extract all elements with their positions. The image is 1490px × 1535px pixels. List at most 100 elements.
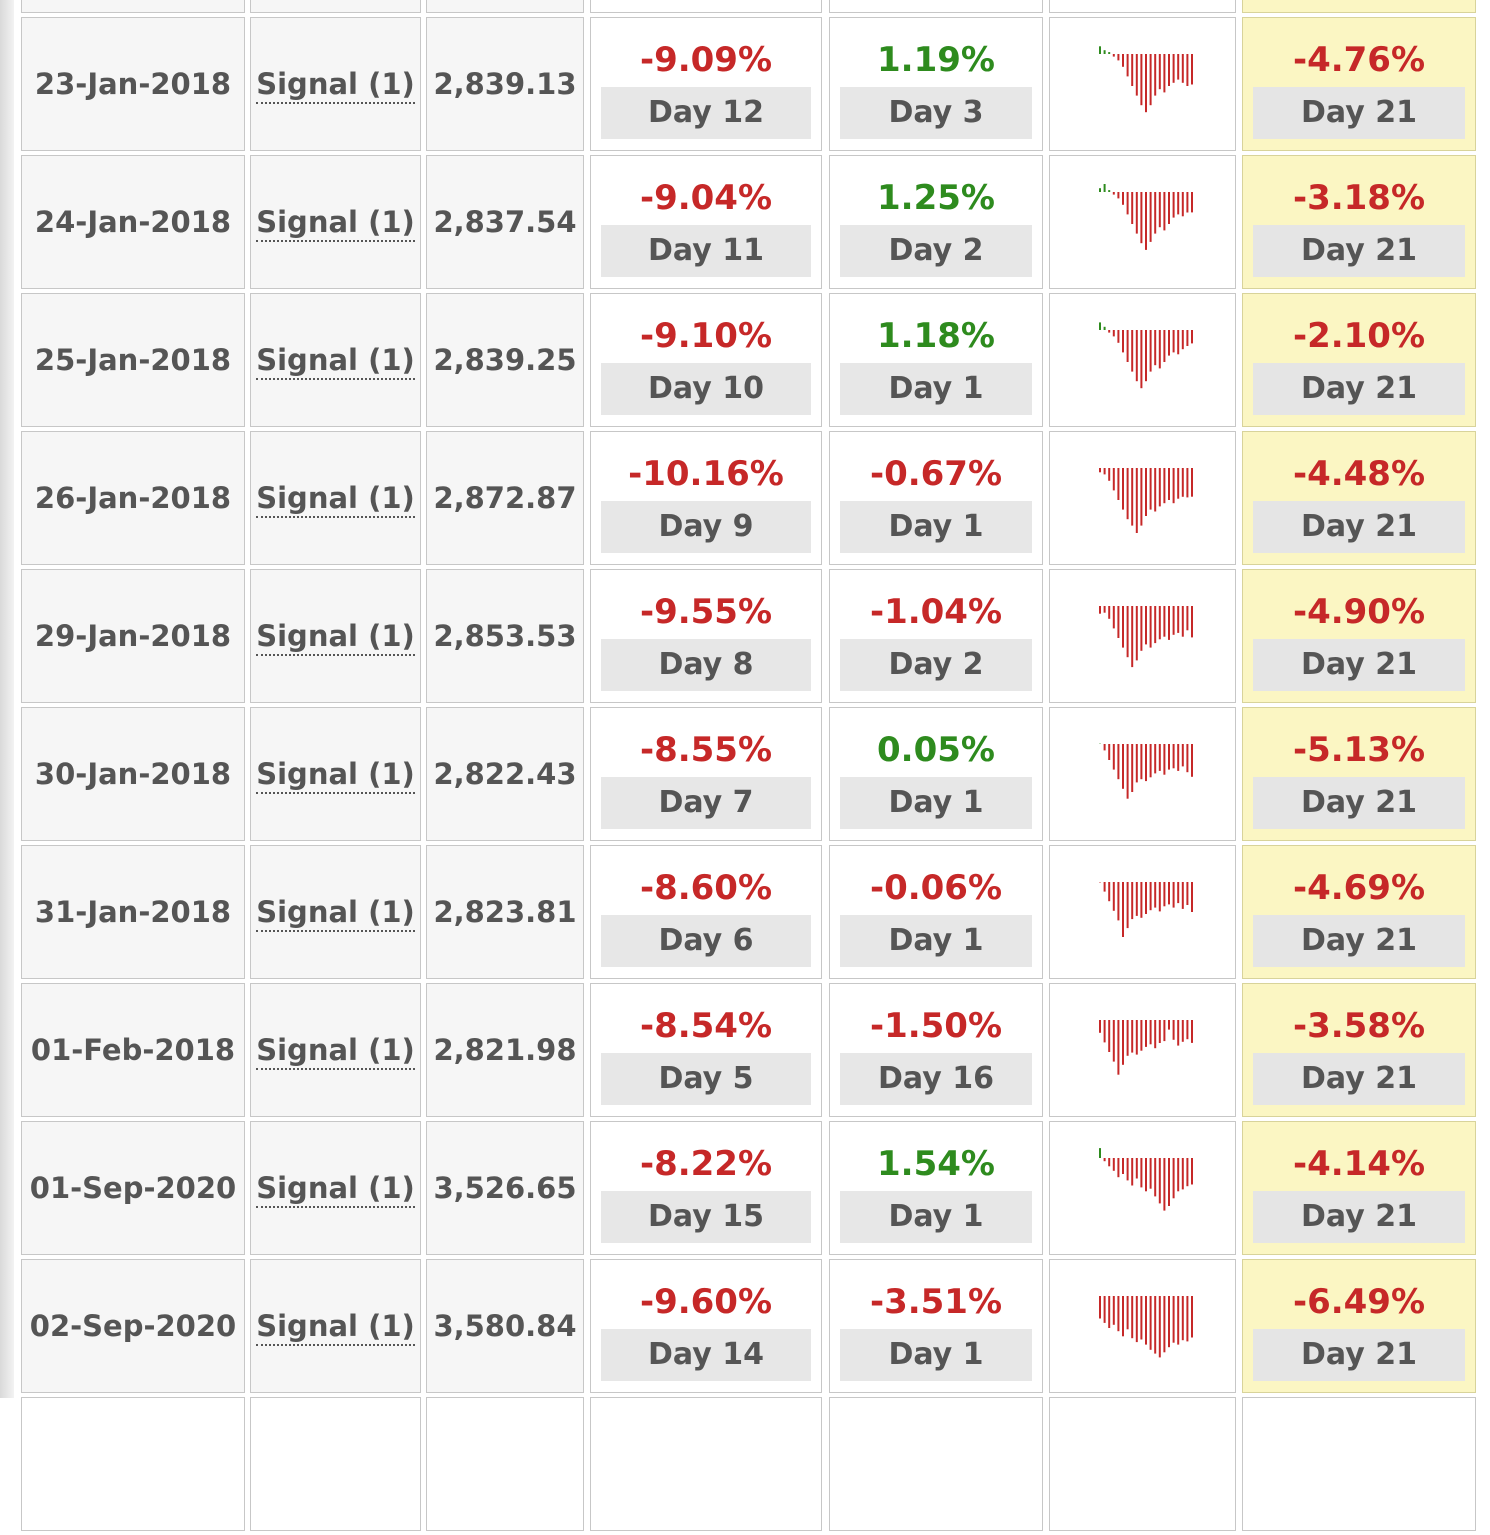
price-cell: 2,837.54 bbox=[426, 155, 584, 289]
max-drawdown-value: -9.04% bbox=[639, 178, 773, 218]
price-text: 2,839.13 bbox=[433, 67, 577, 101]
final-return-cell: -4.76% Day 21 bbox=[1242, 17, 1476, 151]
final-return-value: -4.14% bbox=[1292, 1144, 1426, 1184]
max-runup-day: Day 1 bbox=[840, 777, 1032, 829]
final-return-value: -3.58% bbox=[1292, 1006, 1426, 1046]
max-drawdown-value: -8.55% bbox=[639, 730, 773, 770]
signal-link-wrap: Signal (1) bbox=[251, 757, 420, 794]
table-cell bbox=[829, 1397, 1043, 1531]
max-runup-value: 1.18% bbox=[877, 316, 995, 356]
price-text: 2,872.87 bbox=[433, 481, 577, 515]
date-text: 02-Sep-2020 bbox=[29, 1309, 237, 1343]
max-drawdown-value: -8.54% bbox=[639, 1006, 773, 1046]
signal-link[interactable]: Signal (1) bbox=[256, 481, 415, 518]
table-cell bbox=[21, 1397, 245, 1531]
max-runup-day: Day 1 bbox=[840, 501, 1032, 553]
table-cell bbox=[829, 0, 1043, 13]
final-return-value: -5.13% bbox=[1292, 730, 1426, 770]
table-cell bbox=[1242, 0, 1476, 13]
final-return-cell: -4.14% Day 21 bbox=[1242, 1121, 1476, 1255]
signal-link[interactable]: Signal (1) bbox=[256, 1171, 415, 1208]
max-drawdown-value: -9.09% bbox=[639, 40, 773, 80]
final-return-day: Day 21 bbox=[1253, 915, 1465, 967]
max-runup-day: Day 2 bbox=[840, 639, 1032, 691]
table-cell bbox=[590, 0, 822, 13]
max-drawdown-value: -9.55% bbox=[639, 592, 773, 632]
max-drawdown-cell: -9.10% Day 10 bbox=[590, 293, 822, 427]
max-drawdown-value: -9.10% bbox=[639, 316, 773, 356]
max-drawdown-cell: -9.55% Day 8 bbox=[590, 569, 822, 703]
max-runup-cell: 1.54% Day 1 bbox=[829, 1121, 1043, 1255]
signal-link[interactable]: Signal (1) bbox=[256, 1033, 415, 1070]
date-cell: 25-Jan-2018 bbox=[21, 293, 245, 427]
signal-link[interactable]: Signal (1) bbox=[256, 1309, 415, 1346]
table-cell bbox=[590, 1397, 822, 1531]
table-cell bbox=[250, 1397, 421, 1531]
max-drawdown-value: -10.16% bbox=[628, 454, 784, 494]
max-runup-value: -0.67% bbox=[869, 454, 1003, 494]
table-row: 01-Sep-2020 Signal (1) 3,526.65 -8.22% Day 1… bbox=[0, 1121, 1490, 1259]
table-row: 26-Jan-2018 Signal (1) 2,872.87 -10.16% Day … bbox=[0, 431, 1490, 569]
date-text: 25-Jan-2018 bbox=[34, 343, 232, 377]
date-text: 31-Jan-2018 bbox=[34, 895, 232, 929]
max-runup-value: -0.06% bbox=[869, 868, 1003, 908]
signal-link[interactable]: Signal (1) bbox=[256, 205, 415, 242]
left-edge-shadow bbox=[0, 0, 14, 1398]
signal-cell: Signal (1) bbox=[250, 293, 421, 427]
price-cell: 3,580.84 bbox=[426, 1259, 584, 1393]
max-runup-value: -1.04% bbox=[869, 592, 1003, 632]
signal-link-wrap: Signal (1) bbox=[251, 343, 420, 380]
date-cell: 02-Sep-2020 bbox=[21, 1259, 245, 1393]
price-text: 2,823.81 bbox=[433, 895, 577, 929]
sparkline-cell bbox=[1049, 707, 1236, 841]
date-cell: 26-Jan-2018 bbox=[21, 431, 245, 565]
signal-link[interactable]: Signal (1) bbox=[256, 619, 415, 656]
final-return-day: Day 21 bbox=[1253, 777, 1465, 829]
price-cell: 2,872.87 bbox=[426, 431, 584, 565]
signal-link-wrap: Signal (1) bbox=[251, 1309, 420, 1346]
signal-link[interactable]: Signal (1) bbox=[256, 343, 415, 380]
signal-cell: Signal (1) bbox=[250, 1259, 421, 1393]
max-drawdown-cell: -8.60% Day 6 bbox=[590, 845, 822, 979]
signal-cell: Signal (1) bbox=[250, 431, 421, 565]
max-drawdown-day: Day 5 bbox=[601, 1053, 811, 1105]
final-return-day: Day 21 bbox=[1253, 87, 1465, 139]
date-text: 01-Sep-2020 bbox=[29, 1171, 237, 1205]
signal-link[interactable]: Signal (1) bbox=[256, 757, 415, 794]
max-drawdown-cell: -8.55% Day 7 bbox=[590, 707, 822, 841]
table-cell bbox=[21, 0, 245, 13]
max-runup-value: 1.19% bbox=[877, 40, 995, 80]
sparkline-cell bbox=[1049, 155, 1236, 289]
price-text: 2,853.53 bbox=[433, 619, 577, 653]
max-runup-cell: -0.06% Day 1 bbox=[829, 845, 1043, 979]
max-runup-value: -1.50% bbox=[869, 1006, 1003, 1046]
signal-link-wrap: Signal (1) bbox=[251, 205, 420, 242]
price-cell: 2,823.81 bbox=[426, 845, 584, 979]
signal-link[interactable]: Signal (1) bbox=[256, 67, 415, 104]
max-runup-cell: -3.51% Day 1 bbox=[829, 1259, 1043, 1393]
table-row: 01-Feb-2018 Signal (1) 2,821.98 -8.54% Day 5… bbox=[0, 983, 1490, 1121]
final-return-cell: -3.58% Day 21 bbox=[1242, 983, 1476, 1117]
price-text: 3,580.84 bbox=[433, 1309, 577, 1343]
sparkline-cell bbox=[1049, 1121, 1236, 1255]
table-cell bbox=[1242, 1397, 1476, 1531]
final-return-day: Day 21 bbox=[1253, 639, 1465, 691]
final-return-value: -4.48% bbox=[1292, 454, 1426, 494]
date-text: 26-Jan-2018 bbox=[34, 481, 232, 515]
price-cell: 2,839.13 bbox=[426, 17, 584, 151]
date-cell: 01-Sep-2020 bbox=[21, 1121, 245, 1255]
price-cell: 3,526.65 bbox=[426, 1121, 584, 1255]
date-cell: 29-Jan-2018 bbox=[21, 569, 245, 703]
price-text: 2,821.98 bbox=[433, 1033, 577, 1067]
date-text: 23-Jan-2018 bbox=[34, 67, 232, 101]
signal-link[interactable]: Signal (1) bbox=[256, 895, 415, 932]
max-runup-cell: -0.67% Day 1 bbox=[829, 431, 1043, 565]
max-drawdown-day: Day 15 bbox=[601, 1191, 811, 1243]
max-runup-day: Day 2 bbox=[840, 225, 1032, 277]
price-cell: 2,839.25 bbox=[426, 293, 584, 427]
max-runup-value: -3.51% bbox=[869, 1282, 1003, 1322]
price-cell: 2,821.98 bbox=[426, 983, 584, 1117]
signal-link-wrap: Signal (1) bbox=[251, 1033, 420, 1070]
date-text: 30-Jan-2018 bbox=[34, 757, 232, 791]
max-runup-cell: 0.05% Day 1 bbox=[829, 707, 1043, 841]
